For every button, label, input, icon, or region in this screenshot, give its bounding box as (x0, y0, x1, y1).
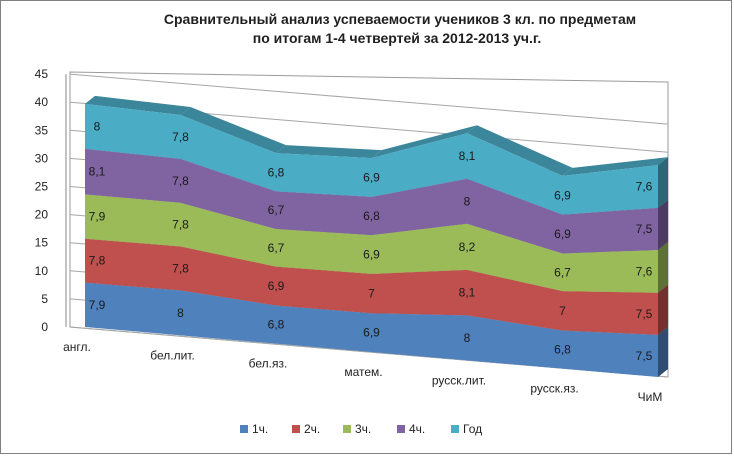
legend-swatch (292, 425, 300, 433)
y-tick-label: 15 (35, 236, 49, 250)
data-label: 7 (368, 287, 375, 301)
area-group (85, 95, 668, 215)
legend-item: 1ч. (240, 422, 268, 436)
data-label: 7,6 (636, 179, 653, 193)
y-tick-label: 0 (41, 320, 48, 334)
area-series-3 (85, 194, 658, 293)
y-tick-label: 5 (41, 292, 48, 306)
y-tick-label: 10 (35, 264, 49, 278)
y-tick-label: 20 (35, 208, 49, 222)
x-axis: англ. бел.лит. бел.яз. матем. русск.лит. русс… (63, 340, 662, 404)
data-label: 6,9 (554, 188, 571, 202)
legend-swatch (397, 425, 405, 433)
legend-item: 4ч. (397, 422, 425, 436)
data-label: 8 (177, 306, 184, 320)
area-side-facet (658, 241, 668, 293)
legend: 1ч. 2ч. 3ч. 4ч. Год (240, 422, 482, 436)
data-label: 8 (94, 119, 101, 133)
x-tick-label: англ. (63, 340, 91, 354)
x-tick-label: бел.яз. (249, 357, 288, 371)
data-label: 7,5 (636, 349, 653, 363)
data-label: 7,5 (636, 222, 653, 236)
y-axis: 0 5 10 15 20 25 30 35 40 45 (35, 67, 67, 334)
gridline (69, 73, 669, 125)
data-label: 7 (559, 304, 566, 318)
legend-item: Год (451, 422, 482, 436)
data-label: 6,9 (363, 247, 380, 261)
y-tick-label: 30 (35, 151, 49, 165)
area-top-facet (85, 95, 191, 116)
legend-label: 4ч. (409, 422, 425, 436)
legend-label: 2ч. (304, 422, 320, 436)
data-label: 7,9 (89, 298, 106, 312)
legend-swatch (451, 425, 459, 433)
data-label: 7,8 (172, 218, 189, 232)
chart-title-line-2: по итогам 1-4 четвертей за 2012-2013 уч.… (253, 30, 541, 46)
legend-item: 2ч. (292, 422, 320, 436)
x-tick-label: бел.лит. (150, 348, 195, 362)
data-label: 7,8 (172, 174, 189, 188)
data-label: 7,8 (172, 261, 189, 275)
data-label: 8 (464, 331, 471, 345)
data-label: 7,9 (89, 210, 106, 224)
data-label: 8,1 (459, 286, 476, 300)
area-side-facet (658, 199, 668, 250)
data-label: 6,8 (363, 209, 380, 223)
data-label: 8,1 (459, 149, 476, 163)
legend-label: 3ч. (355, 422, 371, 436)
data-label: 6,7 (268, 203, 285, 217)
x-tick-label: русск.лит. (432, 373, 486, 387)
data-label: 8,2 (459, 240, 476, 254)
x-tick-label: русск.яз. (530, 382, 578, 396)
area-top-facet (276, 145, 382, 159)
data-label: 6,9 (363, 170, 380, 184)
data-label: 6,9 (268, 279, 285, 293)
data-label: 7,8 (89, 254, 106, 268)
area-series-2 (85, 238, 658, 335)
legend-item: 3ч. (343, 422, 371, 436)
area-series-1 (85, 282, 658, 377)
data-label: 6,7 (554, 265, 571, 279)
y-tick-label: 35 (35, 123, 49, 137)
data-label: 6,8 (268, 165, 285, 179)
data-label: 6,8 (268, 318, 285, 332)
area-series-4 (85, 148, 658, 254)
area-side-facet (658, 284, 668, 335)
data-label: 7,5 (636, 307, 653, 321)
data-label: 7,6 (636, 264, 653, 278)
area-top-facet (562, 157, 668, 176)
data-label: 6,9 (363, 326, 380, 340)
area-top-facet (467, 125, 573, 176)
area-side-facet (658, 157, 668, 208)
y-tick-label: 45 (35, 67, 49, 81)
legend-swatch (343, 425, 351, 433)
area-series (85, 95, 668, 377)
area-series-5 (85, 103, 658, 215)
area-side-facet (658, 326, 668, 377)
area-top-facet (371, 125, 477, 159)
data-label: 8 (464, 194, 471, 208)
y-tick-label: 40 (35, 95, 49, 109)
legend-label: Год (463, 422, 482, 436)
data-label: 6,7 (268, 241, 285, 255)
data-label: 6,9 (554, 227, 571, 241)
y-tick-label: 25 (35, 180, 49, 194)
chart-title-line-1: Сравнительный анализ успеваемости ученик… (164, 11, 636, 27)
x-tick-label: матем. (344, 365, 382, 379)
x-tick-label: ЧиМ (638, 390, 663, 404)
data-label: 6,8 (554, 343, 571, 357)
data-label: 7,8 (172, 130, 189, 144)
data-labels: 7,9 8 6,8 6,9 8 6,8 7,5 7,8 7,8 6,9 7 8,1 7 7,5 7,9 7,8… (89, 119, 653, 363)
legend-swatch (240, 425, 248, 433)
area-top-facet (180, 107, 286, 154)
data-label: 8,1 (89, 165, 106, 179)
legend-label: 1ч. (252, 422, 268, 436)
